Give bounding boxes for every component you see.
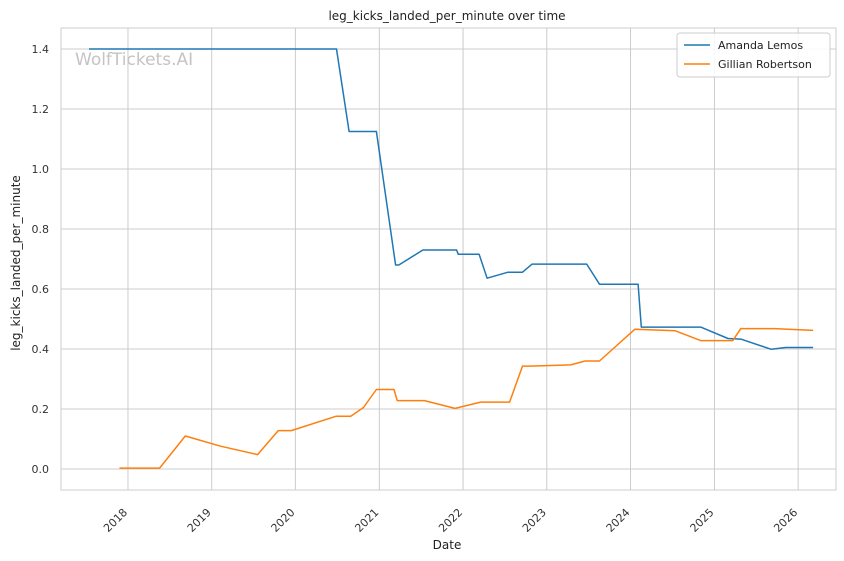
series-layer	[89, 48, 814, 469]
grid-lines	[61, 28, 836, 490]
chart-title: leg_kicks_landed_per_minute over time	[328, 9, 565, 23]
x-axis-label: Date	[433, 538, 462, 552]
legend-label-gillian-robertson: Gillian Robertson	[718, 58, 812, 71]
y-tick-label: 0.2	[32, 403, 50, 416]
y-tick-label: 1.0	[32, 163, 50, 176]
y-tick-label: 0.4	[32, 343, 50, 356]
y-tick-label: 0.0	[32, 463, 50, 476]
y-tick-labels: 0.0 0.2 0.4 0.6 0.8 1.0 1.2 1.4	[32, 43, 50, 476]
y-tick-label: 1.4	[32, 43, 50, 56]
legend: Amanda Lemos Gillian Robertson	[676, 32, 831, 78]
legend-box	[676, 32, 831, 78]
y-tick-label: 0.8	[32, 223, 50, 236]
y-tick-label: 0.6	[32, 283, 50, 296]
plot-frame	[60, 27, 837, 491]
series-line-amanda-lemos	[89, 48, 814, 351]
legend-label-amanda-lemos: Amanda Lemos	[718, 39, 803, 52]
series-line-gillian-robertson	[119, 327, 814, 469]
y-tick-label: 1.2	[32, 103, 50, 116]
watermark-text: WolfTickets.AI	[75, 50, 193, 70]
y-axis-label: leg_kicks_landed_per_minute	[9, 175, 23, 351]
